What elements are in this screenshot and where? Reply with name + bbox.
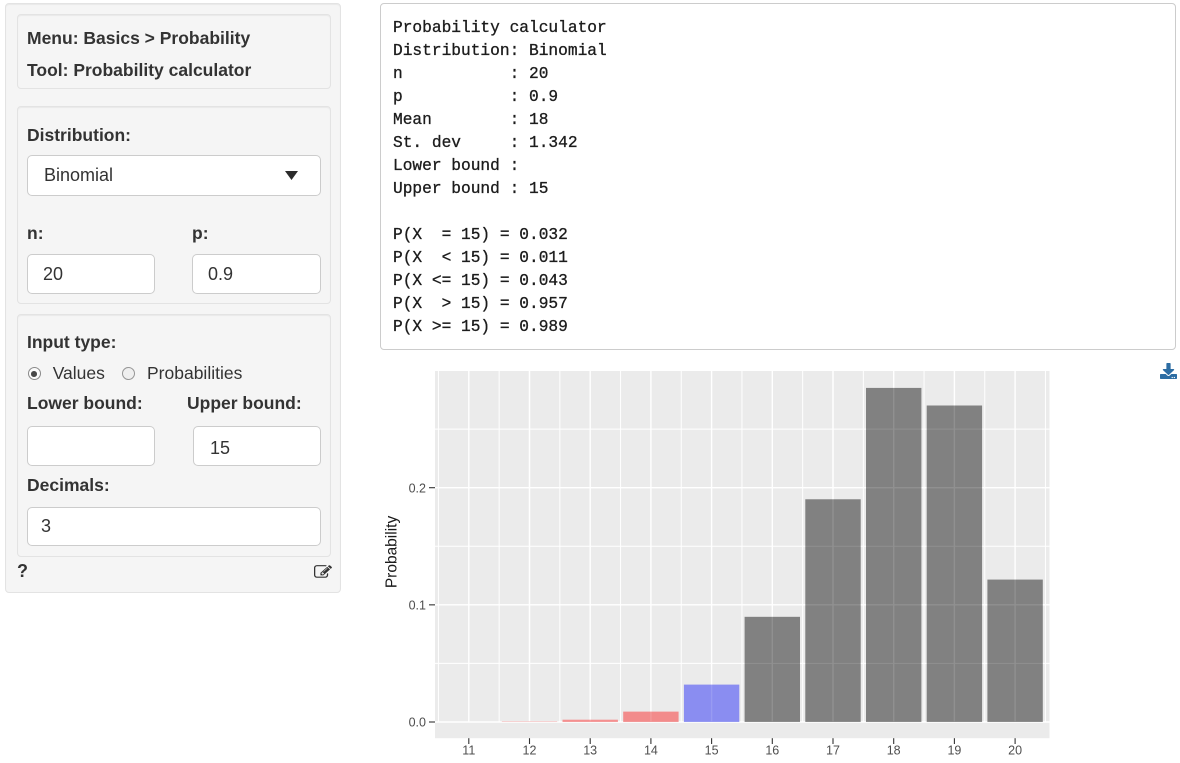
svg-text:15: 15 (705, 743, 719, 757)
svg-text:Probability: Probability (383, 516, 400, 589)
svg-text:13: 13 (583, 743, 597, 757)
svg-text:18: 18 (887, 743, 901, 757)
svg-text:16: 16 (765, 743, 779, 757)
svg-text:0.0: 0.0 (409, 716, 426, 730)
svg-text:12: 12 (523, 743, 537, 757)
svg-text:14: 14 (644, 743, 658, 757)
svg-text:20: 20 (1008, 743, 1022, 757)
svg-text:19: 19 (947, 743, 961, 757)
svg-text:11: 11 (462, 743, 475, 757)
svg-text:0.2: 0.2 (409, 481, 426, 495)
svg-text:0.1: 0.1 (409, 599, 426, 613)
svg-text:17: 17 (826, 743, 840, 757)
